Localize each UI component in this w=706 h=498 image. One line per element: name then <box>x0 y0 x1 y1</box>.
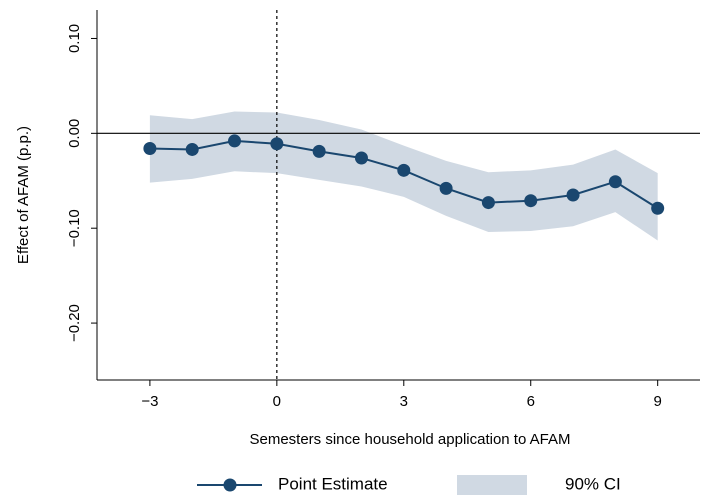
legend-swatch <box>457 475 527 495</box>
point <box>354 151 368 165</box>
point <box>143 142 157 156</box>
x-axis-label: Semesters since household application to… <box>249 431 570 448</box>
point <box>566 188 580 202</box>
point <box>439 181 453 195</box>
legend-marker <box>223 478 237 492</box>
point <box>270 137 284 151</box>
legend-label: 90% CI <box>565 474 621 493</box>
point <box>608 175 622 189</box>
x-tick-label: 6 <box>527 393 535 410</box>
point <box>312 144 326 158</box>
y-tick-label: −0.20 <box>66 304 83 342</box>
x-tick-label: −3 <box>141 393 158 410</box>
x-tick-label: 0 <box>273 393 281 410</box>
point <box>228 134 242 148</box>
y-axis-label: Effect of AFAM (p.p.) <box>15 126 32 264</box>
point <box>397 163 411 177</box>
point <box>651 201 665 215</box>
y-tick-label: 0.10 <box>66 24 83 53</box>
y-tick-label: 0.00 <box>66 119 83 148</box>
point <box>524 194 538 208</box>
point <box>185 142 199 156</box>
legend-label: Point Estimate <box>278 474 388 493</box>
point <box>481 196 495 210</box>
x-tick-label: 3 <box>400 393 408 410</box>
x-tick-label: 9 <box>654 393 662 410</box>
y-tick-label: −0.10 <box>66 209 83 247</box>
